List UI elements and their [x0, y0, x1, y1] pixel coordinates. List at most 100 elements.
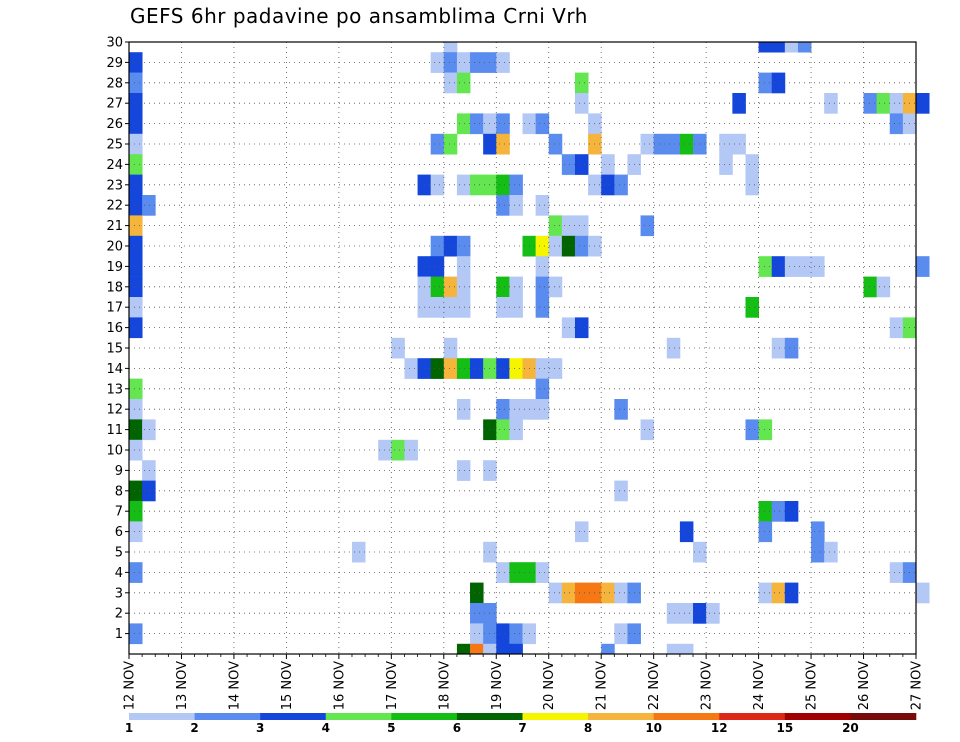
heatmap-cell	[430, 358, 445, 379]
heatmap-cell	[496, 399, 510, 420]
heatmap-cell	[574, 93, 589, 114]
heatmap-cell	[745, 174, 759, 196]
heatmap-cell	[129, 562, 143, 583]
x-tick-label: 17 NOV	[385, 661, 400, 710]
heatmap-cell	[548, 276, 563, 298]
colorbar-swatch	[260, 713, 327, 720]
y-tick-label: 29	[106, 56, 123, 71]
heatmap-cell	[758, 521, 773, 543]
heatmap-cell	[561, 215, 576, 237]
y-tick-label: 19	[106, 260, 123, 275]
colorbar-swatch	[456, 713, 523, 720]
heatmap-cell	[548, 215, 563, 237]
y-tick-label: 9	[115, 464, 123, 479]
heatmap-cell	[456, 256, 471, 277]
heatmap-cell	[811, 521, 825, 543]
heatmap-cell	[509, 195, 523, 216]
heatmap-cell	[456, 52, 471, 73]
heatmap-cell	[666, 133, 681, 155]
heatmap-cell	[889, 113, 904, 135]
heatmap-cell	[509, 419, 523, 441]
x-tick-label: 24 NOV	[752, 661, 767, 710]
heatmap-cell	[758, 72, 773, 94]
heatmap-cell	[430, 133, 445, 155]
heatmap-cell	[574, 317, 589, 339]
heatmap-cell	[771, 582, 786, 604]
heatmap-cell	[561, 317, 576, 339]
heatmap-cell	[824, 541, 838, 563]
heatmap-cell	[784, 256, 799, 277]
heatmap-cell	[496, 643, 510, 655]
y-tick-label: 8	[115, 484, 123, 499]
colorbar-label: 7	[518, 721, 526, 735]
heatmap-cell	[470, 113, 484, 135]
y-tick-label: 14	[106, 362, 123, 377]
y-tick-label: 28	[106, 76, 123, 91]
heatmap-cell	[129, 521, 143, 543]
y-tick-label: 1	[115, 627, 123, 642]
x-tick-label: 26 NOV	[857, 661, 872, 710]
colorbar-label: 4	[322, 721, 330, 735]
heatmap-cell	[443, 337, 458, 359]
heatmap-cell	[456, 399, 471, 420]
heatmap-cell	[129, 317, 143, 339]
heatmap-cell	[142, 195, 156, 216]
x-tick-label: 18 NOV	[437, 661, 452, 710]
y-tick-label: 10	[106, 444, 123, 459]
heatmap-cell	[430, 256, 445, 277]
heatmap-cell	[535, 113, 550, 135]
colorbar-swatch	[850, 713, 917, 720]
heatmap-cell	[443, 297, 458, 318]
heatmap-cell	[129, 52, 143, 73]
heatmap-cell	[496, 195, 510, 216]
colorbar-swatch	[391, 713, 458, 720]
heatmap-cell	[129, 399, 143, 420]
heatmap-cell	[561, 235, 576, 257]
colorbar-swatch	[325, 713, 392, 720]
heatmap-cell	[496, 623, 510, 645]
heatmap-cell	[535, 358, 550, 379]
heatmap-cell	[430, 276, 445, 298]
heatmap-cell	[863, 276, 878, 298]
heatmap-cell	[535, 235, 550, 257]
heatmap-cell	[456, 358, 471, 379]
heatmap-cell	[916, 582, 930, 604]
heatmap-cell	[916, 93, 930, 114]
y-tick-label: 3	[115, 586, 123, 601]
heatmap-cell	[666, 603, 681, 624]
heatmap-cell	[601, 582, 615, 604]
heatmap-cell	[745, 419, 759, 441]
heatmap-cell	[614, 399, 628, 420]
heatmap-cell	[719, 133, 733, 155]
heatmap-cell	[430, 297, 445, 318]
heatmap-cell	[456, 460, 471, 481]
heatmap-cell	[614, 480, 628, 502]
heatmap-cell	[129, 439, 143, 461]
heatmap-cell	[548, 358, 563, 379]
heatmap-cell	[129, 215, 143, 237]
y-tick-label: 17	[106, 301, 123, 316]
heatmap-cell	[430, 174, 445, 196]
y-tick-label: 18	[106, 280, 123, 295]
x-tick-label: 25 NOV	[805, 661, 820, 710]
heatmap-cell	[129, 195, 143, 216]
y-tick-label: 27	[106, 97, 123, 112]
heatmap-cell	[129, 623, 143, 645]
y-tick-label: 22	[106, 199, 123, 214]
heatmap-cell	[470, 603, 484, 624]
y-tick-label: 25	[106, 138, 123, 153]
heatmap-cell	[548, 133, 563, 155]
heatmap-cell	[496, 113, 510, 135]
heatmap-cell	[129, 501, 143, 522]
heatmap-cell	[601, 174, 615, 196]
heatmap-cell	[483, 643, 497, 655]
heatmap-cell	[443, 42, 458, 53]
y-tick-label: 23	[106, 178, 123, 193]
y-tick-label: 4	[115, 566, 123, 581]
heatmap-cell	[666, 337, 681, 359]
heatmap-cell	[574, 235, 589, 257]
heatmap-cell	[784, 582, 799, 604]
heatmap-cell	[745, 297, 759, 318]
heatmap-cell	[496, 419, 510, 441]
colorbar: 1 2 3 4 5 6 7 8 10 12 15 20	[125, 713, 917, 735]
